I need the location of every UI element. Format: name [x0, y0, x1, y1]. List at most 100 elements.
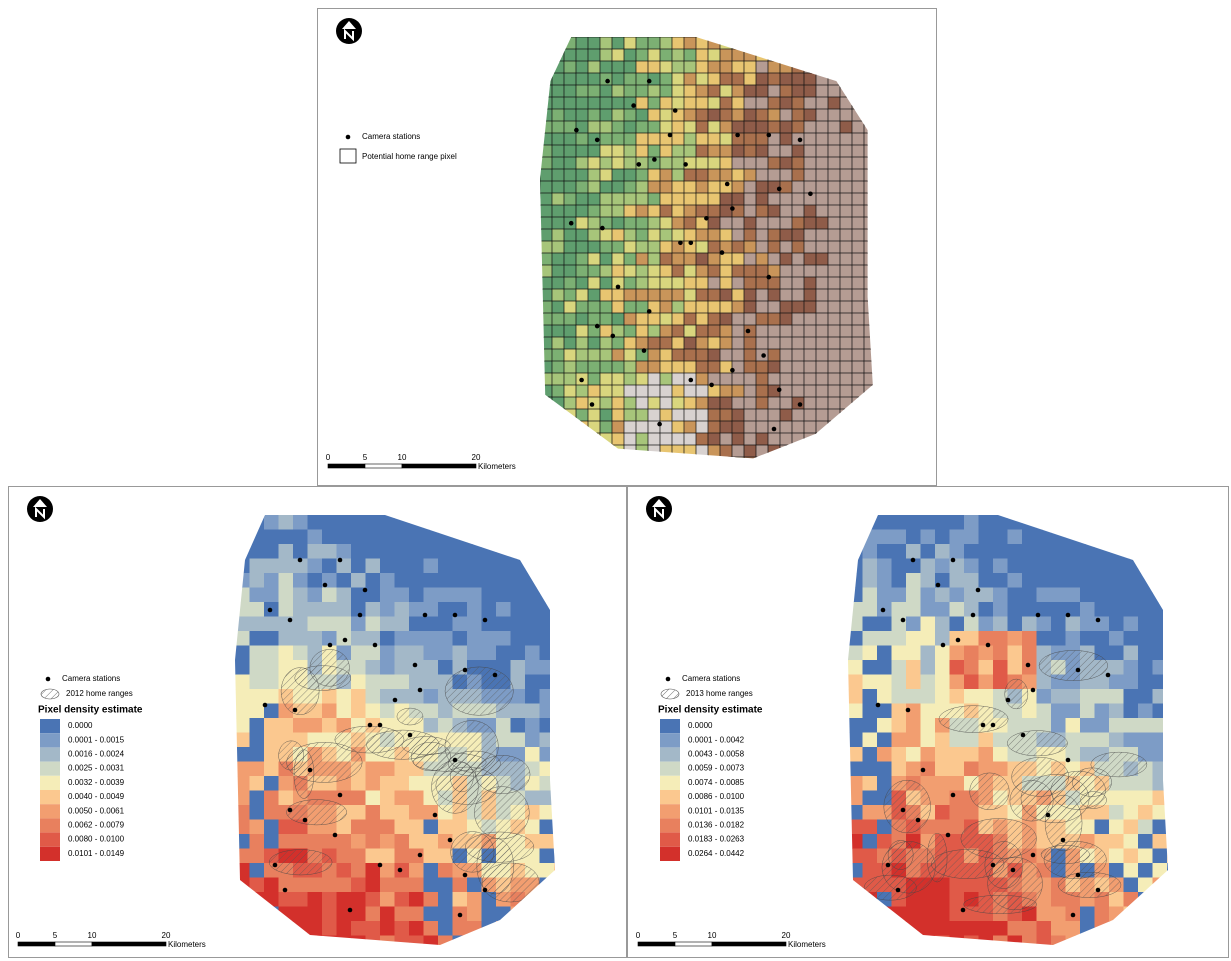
- density-cell: [1095, 573, 1110, 588]
- density-cell: [1138, 646, 1153, 661]
- terrain-cell: [708, 145, 720, 157]
- density-cell: [1095, 588, 1110, 603]
- density-cell: [935, 675, 950, 690]
- terrain-cell: [600, 49, 612, 61]
- density-cell: [1109, 559, 1124, 574]
- density-cell: [921, 660, 936, 675]
- terrain-cell: [768, 433, 780, 445]
- density-cell: [351, 515, 366, 530]
- density-cell: [366, 762, 381, 777]
- terrain-cell: [540, 193, 552, 205]
- terrain-cell: [768, 229, 780, 241]
- density-cell: [279, 776, 294, 791]
- density-cell: [279, 573, 294, 588]
- terrain-cell: [792, 265, 804, 277]
- terrain-cell: [648, 277, 660, 289]
- terrain-cell: [636, 301, 648, 313]
- figure: Camera stationsPotential home range pixe…: [0, 0, 1231, 961]
- density-cell: [863, 704, 878, 719]
- terrain-cell: [816, 349, 828, 361]
- terrain-cell: [648, 337, 660, 349]
- density-cell: [293, 834, 308, 849]
- terrain-cell: [804, 73, 816, 85]
- density-cell: [322, 617, 337, 632]
- terrain-cell: [612, 301, 624, 313]
- density-cell: [892, 559, 907, 574]
- terrain-cell: [588, 181, 600, 193]
- density-cell: [1138, 791, 1153, 806]
- terrain-cell: [708, 133, 720, 145]
- density-cell: [467, 617, 482, 632]
- density-cell: [250, 791, 265, 806]
- scale-bar-segment: [18, 942, 55, 946]
- terrain-cell: [600, 205, 612, 217]
- terrain-cell: [756, 121, 768, 133]
- home-range: [366, 730, 439, 759]
- terrain-cell: [720, 85, 732, 97]
- camera-station: [1076, 668, 1081, 673]
- density-cell: [863, 660, 878, 675]
- density-cell: [1037, 573, 1052, 588]
- density-cell: [935, 776, 950, 791]
- terrain-cell: [672, 337, 684, 349]
- terrain-cell: [600, 145, 612, 157]
- legend-label: 2012 home ranges: [66, 689, 133, 698]
- density-cell: [351, 573, 366, 588]
- density-cell: [409, 631, 424, 646]
- density-cell: [1037, 921, 1052, 936]
- camera-station: [611, 334, 616, 339]
- legend-swatch: [660, 833, 680, 847]
- legend-class-label: 0.0074 - 0.0085: [688, 778, 745, 787]
- density-cell: [467, 907, 482, 922]
- terrain-cell: [588, 241, 600, 253]
- terrain-cell: [756, 421, 768, 433]
- terrain-cell: [696, 97, 708, 109]
- density-cell: [293, 544, 308, 559]
- camera-station: [605, 79, 610, 84]
- terrain-cell: [708, 73, 720, 85]
- legend-class-label: 0.0000: [68, 721, 93, 730]
- terrain-cell: [852, 301, 864, 313]
- terrain-cell: [612, 433, 624, 445]
- density-cell: [525, 704, 540, 719]
- density-cell: [877, 617, 892, 632]
- density-cell: [1022, 588, 1037, 603]
- density-cell: [438, 820, 453, 835]
- terrain-cell: [708, 169, 720, 181]
- terrain-cell: [588, 349, 600, 361]
- terrain-cell: [756, 193, 768, 205]
- terrain-cell: [636, 337, 648, 349]
- terrain-cell: [744, 361, 756, 373]
- density-cell: [1022, 704, 1037, 719]
- terrain-cell: [624, 109, 636, 121]
- terrain-cell: [840, 325, 852, 337]
- terrain-cell: [756, 301, 768, 313]
- terrain-cell: [768, 301, 780, 313]
- terrain-cell: [672, 97, 684, 109]
- terrain-cell: [756, 265, 768, 277]
- density-cell: [1095, 820, 1110, 835]
- terrain-cell: [576, 253, 588, 265]
- density-cell: [380, 660, 395, 675]
- scale-bar-segment: [365, 464, 402, 468]
- density-cell: [438, 602, 453, 617]
- terrain-cell: [828, 193, 840, 205]
- density-cell: [1124, 588, 1139, 603]
- density-cell: [1124, 660, 1139, 675]
- terrain-cell: [636, 133, 648, 145]
- density-cell: [979, 921, 994, 936]
- density-cell: [366, 791, 381, 806]
- terrain-cell: [780, 265, 792, 277]
- density-cell: [395, 805, 410, 820]
- density-cell: [380, 805, 395, 820]
- terrain-cell: [708, 157, 720, 169]
- terrain-cell: [576, 85, 588, 97]
- terrain-cell: [756, 337, 768, 349]
- terrain-cell: [696, 433, 708, 445]
- density-cell: [293, 718, 308, 733]
- density-cell: [380, 762, 395, 777]
- density-cell: [351, 776, 366, 791]
- terrain-cell: [624, 337, 636, 349]
- density-cell: [1124, 733, 1139, 748]
- terrain-cell: [564, 109, 576, 121]
